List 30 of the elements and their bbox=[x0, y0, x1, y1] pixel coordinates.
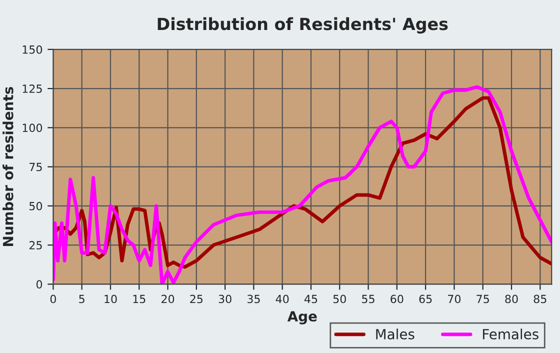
x-tick-label: 35 bbox=[247, 294, 260, 304]
x-tick-label: 0 bbox=[50, 294, 56, 304]
y-tick-label: 25 bbox=[29, 241, 42, 250]
y-tick-label: 150 bbox=[22, 45, 42, 54]
x-tick-label: 30 bbox=[218, 294, 232, 304]
x-tick-label: 65 bbox=[419, 294, 432, 304]
y-tick-label: 100 bbox=[22, 124, 42, 132]
x-tick-label: 60 bbox=[390, 294, 404, 304]
y-tick-label: 50 bbox=[30, 202, 42, 210]
x-tick-label: 45 bbox=[304, 294, 318, 304]
x-tick-label: 40 bbox=[276, 294, 289, 304]
x-tick-label: 20 bbox=[162, 294, 174, 304]
x-tick-label: 70 bbox=[448, 294, 461, 304]
x-tick-label: 55 bbox=[362, 294, 374, 304]
x-tick-label: 25 bbox=[190, 294, 203, 304]
chart-title: Distribution of Residents' Ages bbox=[158, 17, 448, 34]
x-tick-label: 85 bbox=[534, 294, 546, 304]
y-tick-label: 125 bbox=[22, 84, 42, 93]
x-tick-label: 10 bbox=[104, 294, 117, 304]
y-tick-label: 0 bbox=[36, 280, 42, 289]
legend-label: Females bbox=[483, 328, 538, 340]
x-tick-label: 15 bbox=[133, 294, 146, 304]
x-tick-label: 80 bbox=[505, 294, 518, 304]
x-tick-label: 75 bbox=[476, 294, 489, 304]
y-tick-label: 75 bbox=[30, 162, 42, 172]
x-tick-label: 50 bbox=[333, 294, 346, 304]
x-axis-title: Age bbox=[287, 311, 317, 324]
x-tick-label: 5 bbox=[79, 294, 84, 304]
y-axis-title: Number of residents bbox=[2, 87, 14, 246]
legend-label: Males bbox=[376, 328, 414, 340]
